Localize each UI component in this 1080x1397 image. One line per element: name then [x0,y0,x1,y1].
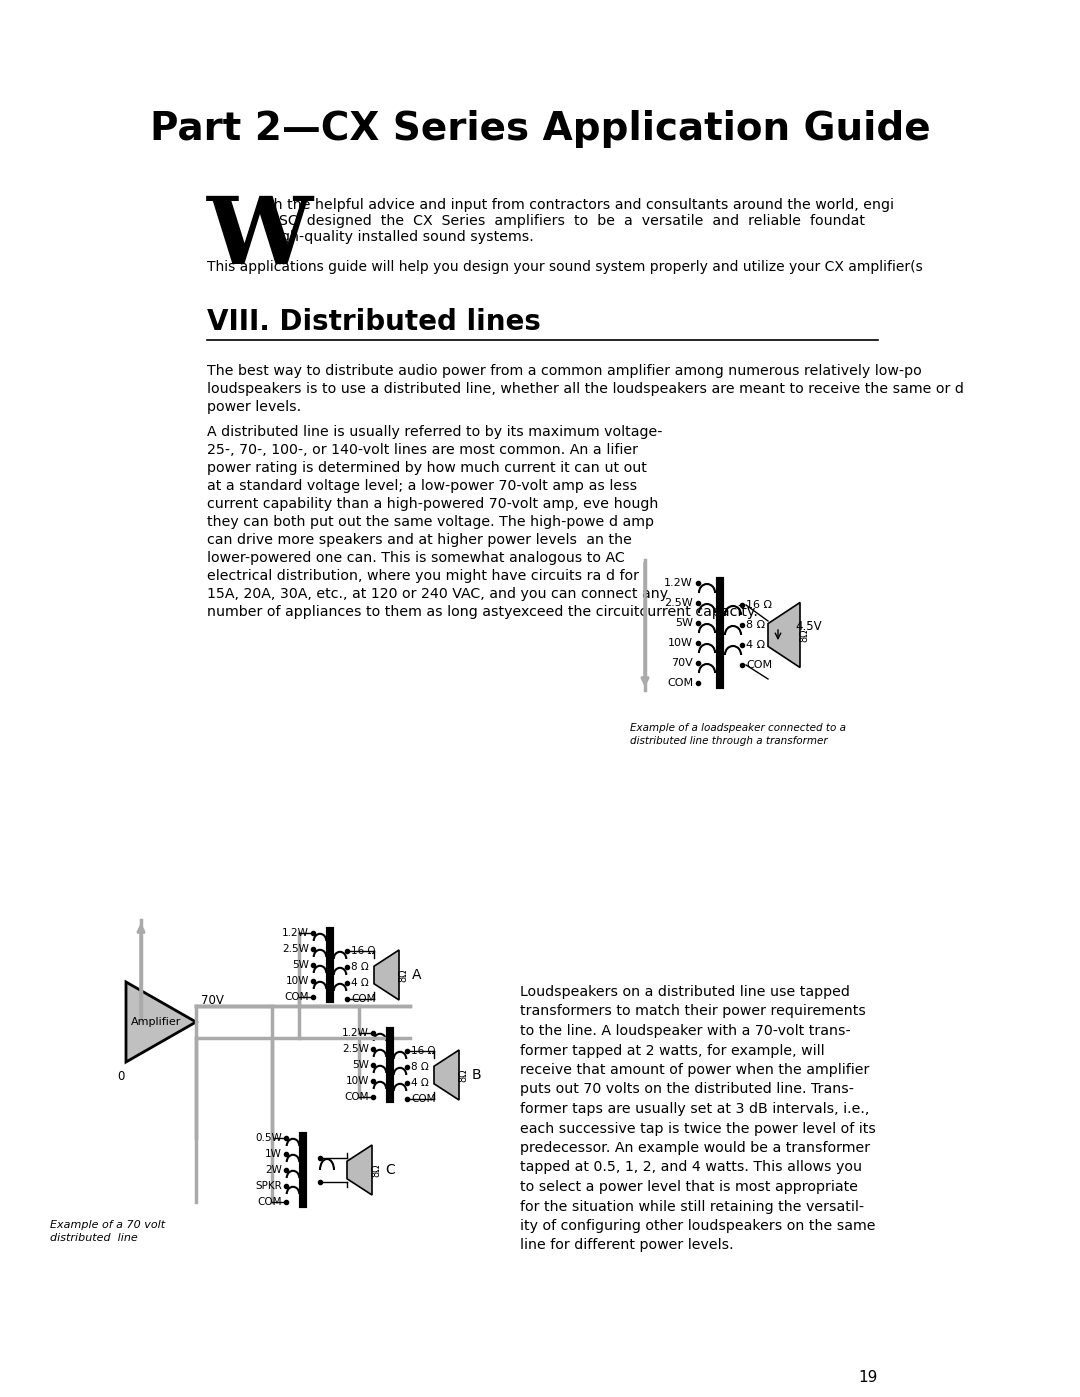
Text: 16 Ω: 16 Ω [351,946,376,956]
Text: 2.5W: 2.5W [664,598,693,608]
Text: Part 2—CX Series Application Guide: Part 2—CX Series Application Guide [150,110,930,148]
Text: th the helpful advice and input from contractors and consultants around the worl: th the helpful advice and input from con… [268,198,894,212]
Text: 5W: 5W [352,1060,369,1070]
Text: 25-, 70-, 100-, or 140-volt lines are most common. An a  lifier: 25-, 70-, 100-, or 140-volt lines are mo… [207,443,638,457]
Text: COM: COM [345,1092,369,1102]
Text: COM: COM [746,659,772,671]
Text: COM: COM [257,1197,282,1207]
Text: A distributed line is usually referred to by its maximum voltage-: A distributed line is usually referred t… [207,425,662,439]
Polygon shape [374,950,399,1000]
Text: 8Ω: 8Ω [372,1164,381,1176]
Text: QSC  designed  the  CX  Series  amplifiers  to  be  a  versatile  and  reliable : QSC designed the CX Series amplifiers to… [268,214,865,228]
Text: 5W: 5W [675,617,693,629]
Text: 8Ω: 8Ω [458,1069,468,1081]
Text: former tapped at 2 watts, for example, will: former tapped at 2 watts, for example, w… [519,1044,825,1058]
Text: each successive tap is twice the power level of its: each successive tap is twice the power l… [519,1122,876,1136]
Polygon shape [347,1146,372,1194]
Text: lower-powered one can. This is somewhat analogous to AC: lower-powered one can. This is somewhat … [207,550,624,564]
Text: 1.2W: 1.2W [664,578,693,588]
Text: A: A [411,968,421,982]
Text: Amplifier: Amplifier [131,1017,181,1027]
Text: predecessor. An example would be a transformer: predecessor. An example would be a trans… [519,1141,870,1155]
Text: Loudspeakers on a distributed line use tapped: Loudspeakers on a distributed line use t… [519,985,850,999]
Text: 4 Ω: 4 Ω [351,978,368,988]
Text: receive that amount of power when the amplifier: receive that amount of power when the am… [519,1063,869,1077]
Text: B: B [472,1067,482,1083]
Text: 10W: 10W [669,638,693,648]
Text: 8 Ω: 8 Ω [351,963,368,972]
Text: to the line. A loudspeaker with a 70-volt trans-: to the line. A loudspeaker with a 70-vol… [519,1024,851,1038]
Text: 16 Ω: 16 Ω [411,1046,435,1056]
Text: can drive more speakers and at higher power levels   an the: can drive more speakers and at higher po… [207,534,632,548]
Text: 19: 19 [859,1370,878,1384]
Text: puts out 70 volts on the distributed line. Trans-: puts out 70 volts on the distributed lin… [519,1083,854,1097]
Text: 4 Ω: 4 Ω [746,640,765,650]
Text: 8Ω: 8Ω [399,968,408,982]
Text: current capability than a high-powered 70-volt amp, eve  hough: current capability than a high-powered 7… [207,497,659,511]
Text: 5W: 5W [292,960,309,970]
Text: 8Ω: 8Ω [799,629,809,641]
Text: 0.5W: 0.5W [255,1133,282,1143]
Text: 70V: 70V [201,993,224,1006]
Text: electrical distribution, where you might have circuits ra  d for: electrical distribution, where you might… [207,569,639,583]
Text: COM: COM [666,678,693,687]
Text: 2.5W: 2.5W [282,944,309,954]
Text: they can both put out the same voltage. The high-powe  d amp: they can both put out the same voltage. … [207,515,654,529]
Text: 2W: 2W [265,1165,282,1175]
Text: This applications guide will help you design your sound system properly and util: This applications guide will help you de… [207,260,922,274]
Text: distributed line through a transformer: distributed line through a transformer [630,736,827,746]
Text: power rating is determined by how much current it can  ut out: power rating is determined by how much c… [207,461,647,475]
Text: distributed  line: distributed line [50,1234,138,1243]
Text: 8 Ω: 8 Ω [746,620,765,630]
Text: number of appliances to them as long asty​exceed the circu​itcurrent capacity.: number of appliances to them as long ast… [207,605,758,619]
Text: 16 Ω: 16 Ω [746,599,772,610]
Text: COM: COM [284,992,309,1002]
Text: SPKR: SPKR [255,1180,282,1192]
Polygon shape [434,1051,459,1099]
Text: VIII. Distributed lines: VIII. Distributed lines [207,307,541,337]
Text: COM: COM [411,1094,435,1104]
Text: COM: COM [351,995,376,1004]
Text: tapped at 0.5, 1, 2, and 4 watts. This allows you: tapped at 0.5, 1, 2, and 4 watts. This a… [519,1161,862,1175]
Text: 10W: 10W [285,977,309,986]
Text: 1.2W: 1.2W [282,928,309,937]
Text: 15A, 20A, 30A, etc., at 120 or 240 VAC, and you can connect any: 15A, 20A, 30A, etc., at 120 or 240 VAC, … [207,587,669,601]
Text: to select a power level that is most appropriate: to select a power level that is most app… [519,1180,858,1194]
Text: 10W: 10W [346,1076,369,1085]
Text: ity of configuring other loudspeakers on the same: ity of configuring other loudspeakers on… [519,1220,876,1234]
Text: power levels.: power levels. [207,400,301,414]
Polygon shape [768,602,800,668]
Text: for the situation while still retaining the versatil-: for the situation while still retaining … [519,1200,864,1214]
Text: high-quality installed sound systems.: high-quality installed sound systems. [268,231,534,244]
Text: at a standard voltage level; a low-power 70-volt amp  as less: at a standard voltage level; a low-power… [207,479,637,493]
Text: W: W [207,193,313,284]
Text: 70V: 70V [672,658,693,668]
Text: C: C [384,1162,395,1178]
Text: 2.5W: 2.5W [342,1044,369,1053]
Text: former taps are usually set at 3 dB intervals, i.e.,: former taps are usually set at 3 dB inte… [519,1102,869,1116]
Polygon shape [126,982,195,1062]
Text: The best way to distribute audio power from a common amplifier among numerous re: The best way to distribute audio power f… [207,365,921,379]
Text: loudspeakers is to use a distributed line, whether all the loudspeakers are mean: loudspeakers is to use a distributed lin… [207,381,963,395]
Text: 4 Ω: 4 Ω [411,1078,429,1088]
Text: Example of a loadspeaker connected to a: Example of a loadspeaker connected to a [630,724,846,733]
Text: 1.2W: 1.2W [342,1028,369,1038]
Text: Example of a 70 volt: Example of a 70 volt [50,1220,165,1229]
Text: line for different power levels.: line for different power levels. [519,1239,733,1253]
Text: 1W: 1W [265,1148,282,1160]
Text: 4.5V: 4.5V [795,620,822,633]
Text: transformers to match their power requirements: transformers to match their power requir… [519,1004,866,1018]
Text: 8 Ω: 8 Ω [411,1062,429,1071]
Text: 0: 0 [118,1070,124,1083]
